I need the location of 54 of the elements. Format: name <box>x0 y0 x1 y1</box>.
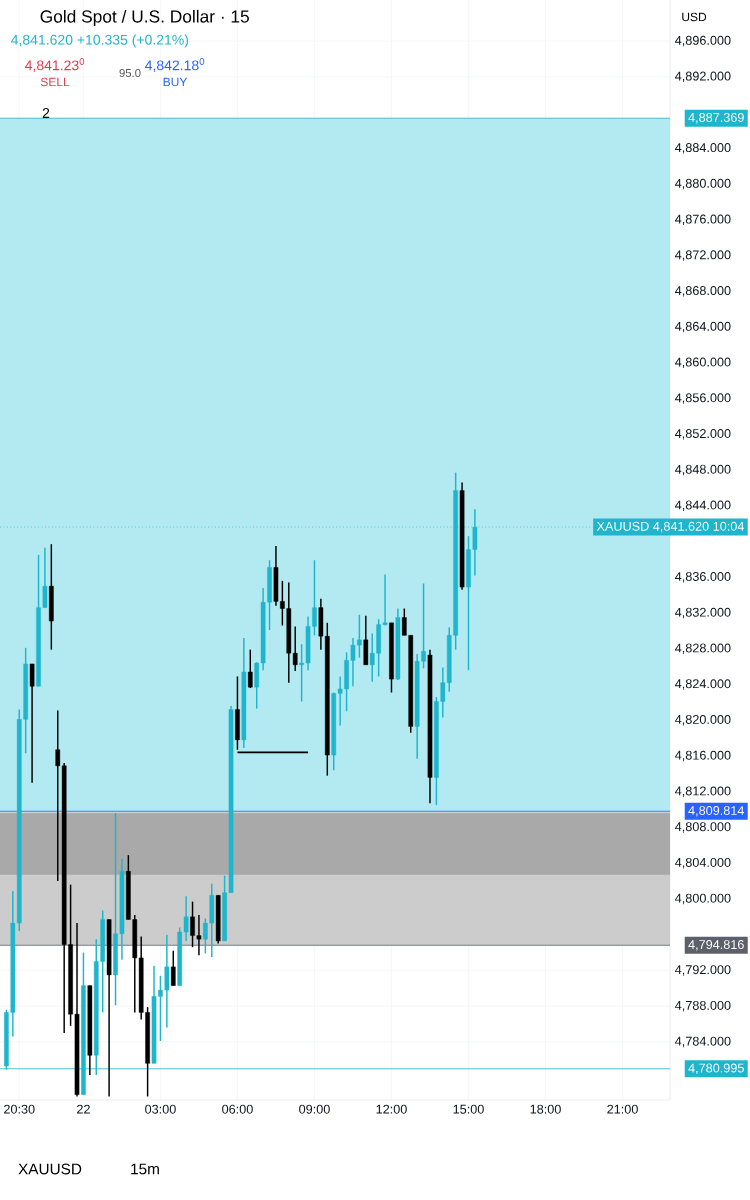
y-tick-label: 4,816.000 <box>675 750 731 762</box>
text: Gold Spot / U.S. Dollar · 15 <box>40 9 249 27</box>
y-tick-label: 4,848.000 <box>675 464 731 476</box>
ref-line-label: 4,780.995 <box>688 1063 744 1075</box>
y-tick-label: 4,872.000 <box>675 250 731 261</box>
y-tick-label: 4,868.000 <box>675 286 731 297</box>
text: XAUUSD <box>18 1163 82 1175</box>
y-tick-label: 4,812.000 <box>675 786 731 797</box>
x-tick-label: 06:00 <box>222 1104 253 1114</box>
y-tick-label: 4,820.000 <box>675 714 731 726</box>
y-tick-label: 4,824.000 <box>675 679 731 690</box>
y-tick-label: 4,880.000 <box>675 178 731 190</box>
annotation: 4,842.18$^{0}$ <box>145 58 205 72</box>
y-tick-label: 4,784.000 <box>675 1036 731 1048</box>
x-tick-label: 15:00 <box>453 1104 484 1114</box>
y-tick-label: 4,788.000 <box>675 1000 731 1012</box>
x-tick-label: 21:00 <box>607 1104 638 1114</box>
text: USD <box>682 12 707 22</box>
y-tick-label: 4,892.000 <box>675 71 731 83</box>
y-tick-label: 4,860.000 <box>675 357 731 369</box>
annotation: BUY <box>163 77 188 87</box>
ref-line-label: 4,794.816 <box>688 940 744 951</box>
annotation: 2 <box>42 108 50 118</box>
candlestick <box>170 950 176 987</box>
y-tick-label: 4,800.000 <box>675 893 731 905</box>
text: 4,841.620 +10.335 (+0.21%) <box>11 34 189 48</box>
ref-line-label: 4,809.814 <box>688 806 745 817</box>
y-tick-label: 4,896.000 <box>675 35 731 47</box>
candlestick <box>29 663 35 784</box>
y-tick-label: 4,852.000 <box>675 429 731 440</box>
y-tick-label: 4,808.000 <box>675 822 731 833</box>
x-tick-label: 18:00 <box>530 1104 561 1114</box>
annotation: 4,841.23$^{0}$ <box>25 58 85 72</box>
x-tick-label: 03:00 <box>145 1104 176 1114</box>
x-tick-label: 12:00 <box>376 1104 407 1114</box>
y-tick-label: 4,856.000 <box>675 393 731 404</box>
annotation: SELL <box>40 77 70 87</box>
annotation: 95.0 <box>119 68 141 77</box>
y-tick-label: 4,792.000 <box>675 965 731 976</box>
x-tick-label: 20:30 <box>4 1104 35 1114</box>
x-tick-label: 09:00 <box>299 1104 330 1114</box>
y-tick-label: 4,864.000 <box>675 321 731 333</box>
text: 15m <box>131 1163 159 1175</box>
y-tick-label: 4,832.000 <box>675 607 731 619</box>
x-tick-label: 22 <box>77 1104 90 1114</box>
y-tick-label: 4,884.000 <box>675 143 731 154</box>
y-tick-label: 4,844.000 <box>675 500 731 511</box>
ref-line-label: XAUUSD 4,841.620 10:04 <box>596 521 744 533</box>
y-tick-label: 4,804.000 <box>675 857 731 869</box>
y-tick-label: 4,836.000 <box>675 572 731 583</box>
candlestick <box>247 648 253 689</box>
y-tick-label: 4,828.000 <box>675 643 731 654</box>
y-tick-label: 4,876.000 <box>675 214 731 226</box>
ref-line-label: 4,887.369 <box>688 112 744 124</box>
